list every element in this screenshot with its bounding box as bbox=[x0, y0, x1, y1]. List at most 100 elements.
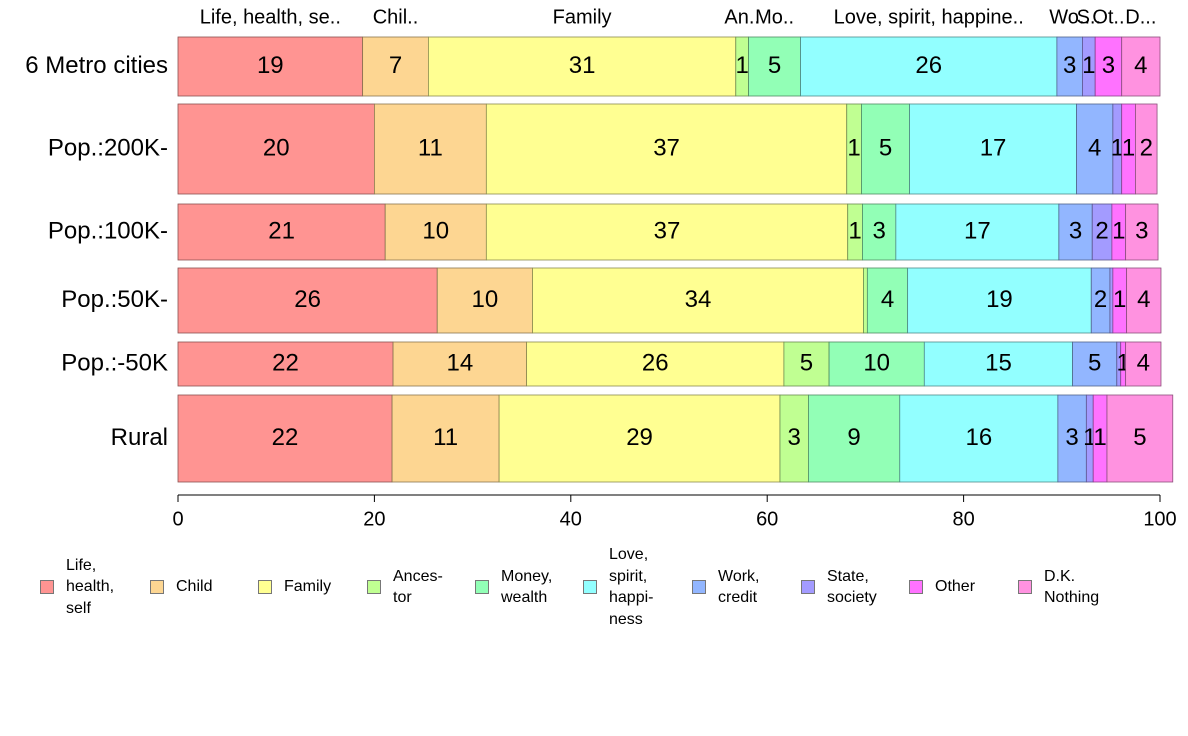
data-label: 9 bbox=[847, 424, 860, 451]
legend-item: Child bbox=[150, 576, 212, 598]
bar-segment bbox=[177, 36, 364, 97]
bar-segment bbox=[748, 36, 801, 97]
data-label: 5 bbox=[1088, 349, 1101, 376]
data-label: 3 bbox=[1102, 52, 1115, 79]
legend-label: Work, credit bbox=[718, 567, 760, 607]
data-label: 3 bbox=[1065, 424, 1078, 451]
bar-segment bbox=[895, 203, 1060, 261]
legend-item: Life, health, self bbox=[40, 555, 114, 620]
data-label: 22 bbox=[272, 424, 299, 451]
data-label: 4 bbox=[1134, 52, 1147, 79]
bar-segment bbox=[391, 394, 500, 483]
data-label: 19 bbox=[257, 52, 284, 79]
data-label: 37 bbox=[654, 217, 681, 244]
legend-label: Other bbox=[935, 578, 976, 596]
bar-segment bbox=[861, 103, 910, 195]
data-label: 17 bbox=[980, 134, 1007, 161]
bar-segment bbox=[1125, 341, 1162, 387]
data-label: 2 bbox=[1140, 134, 1153, 161]
data-label: 5 bbox=[1133, 424, 1146, 451]
data-label: 11 bbox=[433, 424, 458, 451]
data-label: 1 bbox=[1112, 217, 1125, 244]
data-label: 1 bbox=[1093, 424, 1106, 451]
legend-label: Love, spirit, happi- ness bbox=[609, 546, 654, 628]
data-label: 3 bbox=[1069, 217, 1082, 244]
column-header-label: Wo.. bbox=[1049, 6, 1090, 28]
bar-segment bbox=[428, 36, 737, 97]
bar-segment bbox=[909, 103, 1077, 195]
bar-segment bbox=[863, 267, 868, 334]
data-label: 37 bbox=[653, 134, 680, 161]
data-label: 20 bbox=[263, 134, 290, 161]
legend-item: Ances- tor bbox=[367, 566, 443, 609]
column-header-label: Family bbox=[553, 6, 612, 28]
data-label: 26 bbox=[642, 349, 669, 376]
row-label: Pop.:-50K bbox=[61, 349, 168, 376]
legend-swatch-icon bbox=[475, 580, 489, 594]
legend-item: Money, wealth bbox=[475, 566, 552, 609]
column-header-label: An.. bbox=[724, 6, 760, 28]
column-header-label: Love, spirit, happine.. bbox=[834, 6, 1024, 28]
x-axis: 0 20 40 60 80 100 bbox=[172, 494, 1177, 530]
legend-item: State, society bbox=[801, 566, 877, 609]
data-label: 3 bbox=[788, 424, 801, 451]
x-tick-label: 60 bbox=[756, 508, 778, 530]
legend-item: Love, spirit, happi- ness bbox=[583, 544, 653, 630]
column-header-label: Ot.. bbox=[1092, 6, 1124, 28]
data-label: 19 bbox=[986, 286, 1013, 313]
bar-segment bbox=[783, 341, 830, 387]
legend-swatch-icon bbox=[1018, 580, 1032, 594]
bar-segment bbox=[177, 103, 375, 195]
bar-segment bbox=[800, 36, 1058, 97]
bar-segment bbox=[392, 341, 528, 387]
bar-segment bbox=[177, 394, 393, 483]
data-label: 4 bbox=[1137, 349, 1150, 376]
data-label: 29 bbox=[626, 424, 653, 451]
x-tick-label: 20 bbox=[363, 508, 385, 530]
bar-segment bbox=[177, 203, 386, 261]
data-label: 15 bbox=[985, 349, 1012, 376]
data-label: 26 bbox=[915, 52, 942, 79]
bar-segment bbox=[1058, 203, 1093, 261]
data-label: 31 bbox=[569, 52, 596, 79]
data-label: 1 bbox=[1113, 286, 1126, 313]
bar-segment bbox=[485, 103, 848, 195]
x-tick-label: 0 bbox=[172, 508, 183, 530]
legend-item: Family bbox=[258, 576, 331, 598]
legend-item: Work, credit bbox=[692, 566, 759, 609]
column-header-label: D... bbox=[1125, 6, 1156, 28]
legend-label: Life, health, self bbox=[66, 556, 115, 617]
bar-segment bbox=[436, 267, 533, 334]
legend-swatch-icon bbox=[258, 580, 272, 594]
column-header-label: Life, health, se.. bbox=[200, 6, 341, 28]
bar-segment bbox=[899, 394, 1059, 483]
bar-segment bbox=[498, 394, 781, 483]
row-label: Pop.:100K- bbox=[48, 217, 168, 244]
bar-segment bbox=[1121, 36, 1161, 97]
legend-swatch-icon bbox=[367, 580, 381, 594]
x-tick-label: 100 bbox=[1143, 508, 1176, 530]
legend-label: Money, wealth bbox=[501, 567, 553, 607]
bar-segment bbox=[177, 341, 394, 387]
data-label: 3 bbox=[1135, 217, 1148, 244]
data-label: 2 bbox=[1094, 286, 1107, 313]
bar-segment bbox=[923, 341, 1074, 387]
data-label: 11 bbox=[418, 134, 443, 161]
data-label: 4 bbox=[1137, 286, 1150, 313]
row-label: Pop.:50K- bbox=[61, 286, 168, 313]
data-label: 3 bbox=[872, 217, 885, 244]
legend-label: D.K. Nothing bbox=[1044, 567, 1100, 607]
row-label: Rural bbox=[111, 424, 168, 451]
data-label: 1 bbox=[847, 134, 860, 161]
legend-label: State, society bbox=[827, 567, 877, 607]
bar-segment bbox=[779, 394, 809, 483]
data-label: 3 bbox=[1063, 52, 1076, 79]
bar-segment bbox=[866, 267, 909, 334]
legend-swatch-icon bbox=[40, 580, 54, 594]
bar-segment bbox=[526, 341, 785, 387]
bar-segment bbox=[828, 341, 925, 387]
bar-segment bbox=[907, 267, 1092, 334]
data-label: 26 bbox=[294, 286, 321, 313]
